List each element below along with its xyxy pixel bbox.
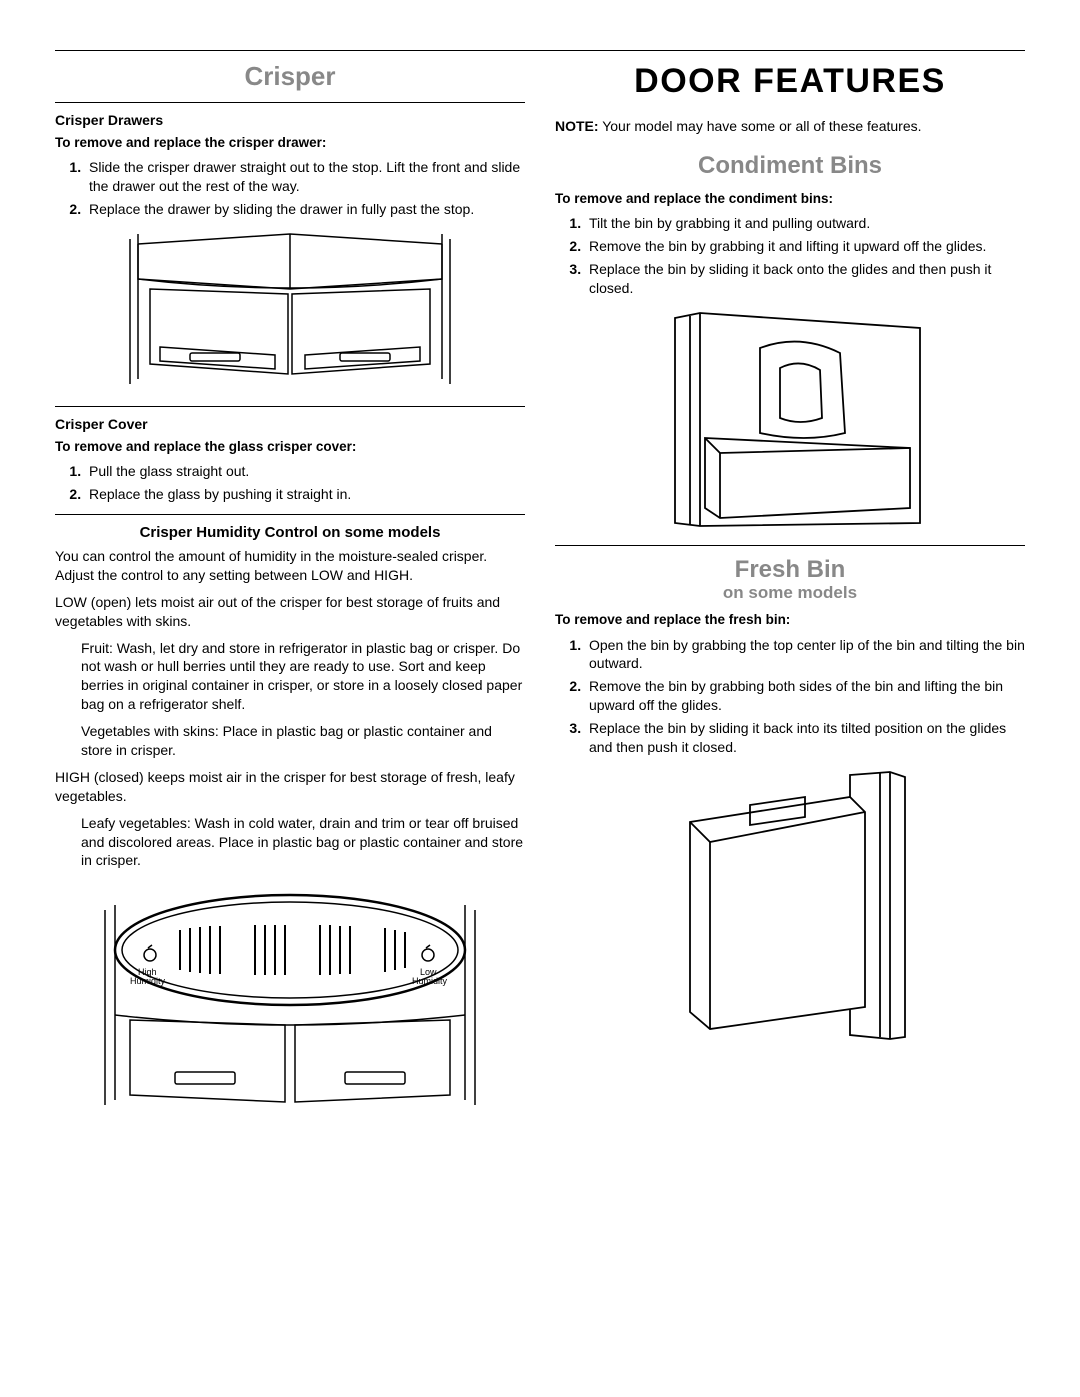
crisper-cover-steps: Pull the glass straight out. Replace the… [85,462,525,504]
crisper-title: Crisper [55,59,525,94]
crisper-cover-proc-head: To remove and replace the glass crisper … [55,438,525,456]
step: Replace the drawer by sliding the drawer… [85,200,525,219]
humidity-p1: You can control the amount of humidity i… [55,547,525,585]
fresh-bin-subtitle: on some models [555,582,1025,605]
rule [555,545,1025,546]
step: Remove the bin by grabbing both sides of… [585,677,1025,715]
humidity-p2: LOW (open) lets moist air out of the cri… [55,593,525,631]
humidity-control-illustration: High Humidity Low Humidity [55,880,525,1110]
step: Tilt the bin by grabbing it and pulling … [585,214,1025,233]
door-features-note: NOTE: Your model may have some or all of… [555,117,1025,136]
step: Replace the bin by sliding it back into … [585,719,1025,757]
humidity-leafy: Leafy vegetables: Wash in cold water, dr… [81,814,525,871]
note-text: Your model may have some or all of these… [599,118,922,134]
step: Open the bin by grabbing the top center … [585,636,1025,674]
door-features-title: DOOR FEATURES [555,59,1025,105]
fresh-proc-head: To remove and replace the fresh bin: [555,611,1025,629]
step: Pull the glass straight out. [85,462,525,481]
humidity-label: Humidity [130,976,166,986]
note-bold: NOTE: [555,118,599,134]
condiment-bin-illustration [555,308,1025,533]
rule [55,102,525,103]
humidity-p3: HIGH (closed) keeps moist air in the cri… [55,768,525,806]
crisper-drawer-illustration [55,229,525,394]
crisper-cover-heading: Crisper Cover [55,415,525,434]
crisper-drawers-steps: Slide the crisper drawer straight out to… [85,158,525,219]
condiment-bins-title: Condiment Bins [555,150,1025,182]
condiment-proc-head: To remove and replace the condiment bins… [555,190,1025,208]
right-column: DOOR FEATURES NOTE: Your model may have … [555,59,1025,1122]
fresh-bin-illustration [555,767,1025,1047]
step: Slide the crisper drawer straight out to… [85,158,525,196]
step: Replace the bin by sliding it back onto … [585,260,1025,298]
page-content: Crisper Crisper Drawers To remove and re… [55,50,1025,1122]
humidity-heading: Crisper Humidity Control on some models [55,523,525,543]
rule [55,514,525,515]
crisper-drawers-heading: Crisper Drawers [55,111,525,130]
humidity-label-2: Humidity [412,976,448,986]
step: Remove the bin by grabbing it and liftin… [585,237,1025,256]
left-column: Crisper Crisper Drawers To remove and re… [55,59,525,1122]
crisper-drawers-proc-head: To remove and replace the crisper drawer… [55,134,525,152]
fresh-steps: Open the bin by grabbing the top center … [585,636,1025,757]
condiment-steps: Tilt the bin by grabbing it and pulling … [585,214,1025,298]
step: Replace the glass by pushing it straight… [85,485,525,504]
rule [55,406,525,407]
humidity-veg: Vegetables with skins: Place in plastic … [81,722,525,760]
humidity-fruit: Fruit: Wash, let dry and store in refrig… [81,639,525,715]
